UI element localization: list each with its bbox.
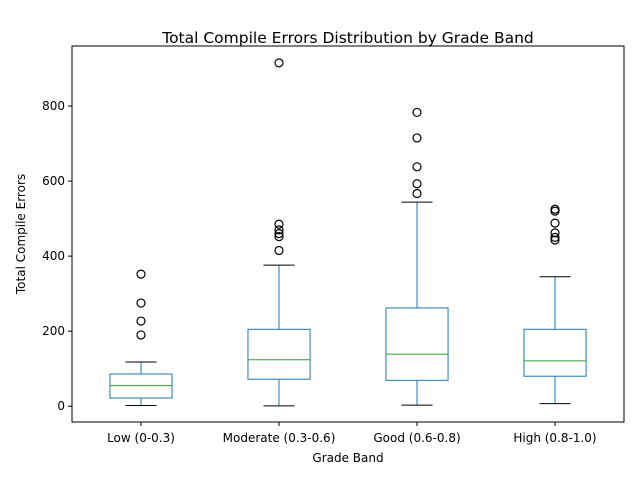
x-tick-label: High (0.8-1.0) xyxy=(513,431,596,445)
outlier-point xyxy=(412,133,422,143)
x-axis: Low (0-0.3) Moderate (0.3-0.6) Good (0.6-0… xyxy=(107,422,597,445)
outlier-point xyxy=(412,179,422,189)
outlier-point xyxy=(550,235,560,245)
box-group xyxy=(247,58,311,407)
iqr-box xyxy=(523,328,587,377)
y-tick-label: 0 xyxy=(57,399,65,413)
y-axis: 0 200 400 600 800 xyxy=(42,99,72,413)
outlier-point xyxy=(274,219,284,229)
outlier-point xyxy=(550,232,560,242)
outlier-point xyxy=(550,204,560,214)
x-axis-label: Grade Band xyxy=(312,451,383,465)
outlier-point xyxy=(412,188,422,199)
outlier-point xyxy=(274,245,284,256)
y-tick-label: 400 xyxy=(42,249,65,263)
box-group xyxy=(385,107,449,406)
outlier-point xyxy=(274,225,284,235)
box-group xyxy=(523,204,587,405)
box-group xyxy=(109,269,173,406)
outlier-point xyxy=(136,298,146,308)
y-tick-label: 200 xyxy=(42,324,65,338)
outlier-point xyxy=(136,330,146,340)
x-tick-label: Moderate (0.3-0.6) xyxy=(223,431,336,445)
y-axis-label: Total Compile Errors xyxy=(14,174,28,295)
outlier-point xyxy=(550,228,560,238)
outlier-point xyxy=(412,107,422,118)
chart-title: Total Compile Errors Distribution by Gra… xyxy=(161,29,534,47)
outlier-point xyxy=(136,269,146,279)
outlier-point xyxy=(274,232,284,242)
outlier-point xyxy=(274,58,284,68)
y-tick-label: 800 xyxy=(42,99,65,113)
x-tick-label: Low (0-0.3) xyxy=(107,431,175,445)
outlier-point xyxy=(274,229,284,239)
outlier-point xyxy=(550,218,560,228)
outlier-point xyxy=(412,162,422,172)
iqr-box xyxy=(247,328,311,380)
plot-area xyxy=(109,58,587,407)
y-tick-label: 600 xyxy=(42,174,65,188)
x-tick-label: Good (0.6-0.8) xyxy=(373,431,460,445)
iqr-box xyxy=(385,307,449,381)
outlier-point xyxy=(550,206,560,216)
plot-frame xyxy=(71,45,625,423)
outlier-point xyxy=(136,316,146,326)
